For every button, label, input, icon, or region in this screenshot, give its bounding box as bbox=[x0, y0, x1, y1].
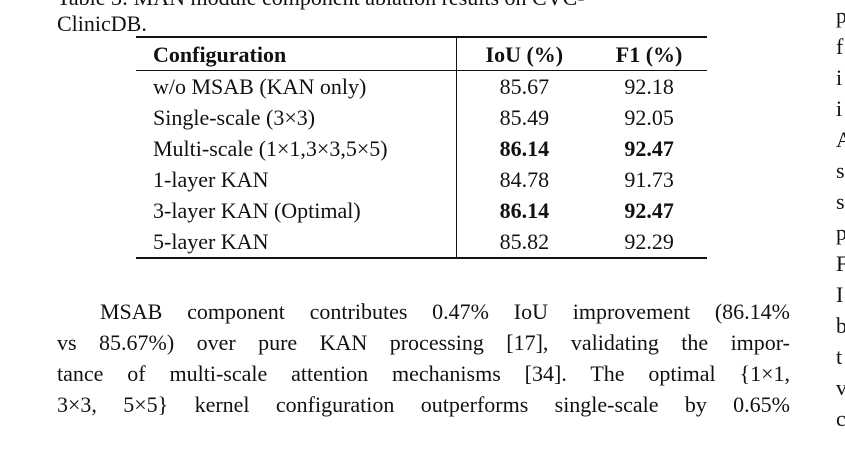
body-paragraph: MSAB component contributes 0.47% IoU imp… bbox=[57, 296, 790, 420]
fragment-letter: f bbox=[836, 34, 844, 59]
table-header-row: Configuration IoU (%) F1 (%) bbox=[136, 37, 707, 71]
table-row: 5-layer KAN 85.82 92.29 bbox=[136, 226, 707, 258]
cell-configuration: 1-layer KAN bbox=[136, 164, 458, 195]
paragraph-line: tance of multi-scale attention mechanism… bbox=[57, 361, 790, 386]
cell-f1: 92.29 bbox=[624, 229, 674, 254]
cell-f1: 92.18 bbox=[624, 74, 674, 99]
table-body: w/o MSAB (KAN only) 85.67 92.18 Single-scal… bbox=[136, 70, 707, 258]
fragment-letter: s bbox=[836, 158, 845, 183]
paragraph-line: vs 85.67%) over pure KAN processing [17]… bbox=[57, 330, 790, 355]
fragment-letter: i bbox=[836, 96, 843, 121]
header-configuration: Configuration bbox=[136, 37, 458, 71]
table-row: 1-layer KAN 84.78 91.73 bbox=[136, 164, 707, 195]
cell-iou: 85.82 bbox=[499, 229, 550, 254]
cell-configuration: 5-layer KAN bbox=[136, 226, 458, 258]
table-caption: Table 3: MAN module component ablation r… bbox=[57, 0, 777, 10]
fragment-letter: i bbox=[836, 65, 843, 90]
cell-iou: 85.67 bbox=[499, 74, 550, 99]
cell-f1: 92.47 bbox=[624, 136, 674, 161]
table-row: w/o MSAB (KAN only) 85.67 92.18 bbox=[136, 70, 707, 102]
cell-configuration: 3-layer KAN (Optimal) bbox=[136, 195, 458, 226]
ablation-table: Configuration IoU (%) F1 (%) w/o MSAB (K… bbox=[136, 36, 707, 259]
cell-iou: 85.49 bbox=[499, 105, 550, 130]
fragment-letter: A bbox=[836, 127, 845, 152]
table-row: Single-scale (3×3) 85.49 92.05 bbox=[136, 102, 707, 133]
paragraph-line: MSAB component contributes 0.47% IoU imp… bbox=[100, 299, 790, 324]
fragment-letter: I bbox=[836, 282, 844, 307]
cell-iou: 86.14 bbox=[499, 198, 550, 223]
fragment-letter: F bbox=[836, 251, 845, 276]
cell-configuration: w/o MSAB (KAN only) bbox=[136, 70, 458, 102]
cell-iou: 84.78 bbox=[499, 167, 550, 192]
fragment-letter: s bbox=[836, 189, 845, 214]
table-row: Multi-scale (1×1,3×3,5×5) 86.14 92.47 bbox=[136, 133, 707, 164]
header-f1: F1 (%) bbox=[615, 41, 683, 67]
paragraph-line: 3×3, 5×5} kernel configuration outperfor… bbox=[57, 392, 790, 417]
cell-f1: 92.05 bbox=[624, 105, 674, 130]
table-row: 3-layer KAN (Optimal) 86.14 92.47 bbox=[136, 195, 707, 226]
cell-f1: 91.73 bbox=[624, 167, 674, 192]
cell-configuration: Single-scale (3×3) bbox=[136, 102, 458, 133]
fragment-letter: b bbox=[836, 313, 845, 338]
cell-iou: 86.14 bbox=[499, 136, 550, 161]
cell-configuration: Multi-scale (1×1,3×3,5×5) bbox=[136, 133, 458, 164]
header-iou: IoU (%) bbox=[485, 41, 564, 67]
fragment-letter: p bbox=[836, 3, 845, 28]
table-caption-continuation: ClinicDB. bbox=[57, 11, 147, 36]
cell-f1: 92.47 bbox=[624, 198, 674, 223]
fragment-letter: v bbox=[836, 375, 845, 400]
table-caption-line1: Table 3: MAN module component ablation r… bbox=[57, 0, 585, 10]
fragment-letter: t bbox=[836, 344, 843, 369]
fragment-letter: c bbox=[836, 406, 845, 431]
fragment-letter: p bbox=[836, 220, 845, 245]
